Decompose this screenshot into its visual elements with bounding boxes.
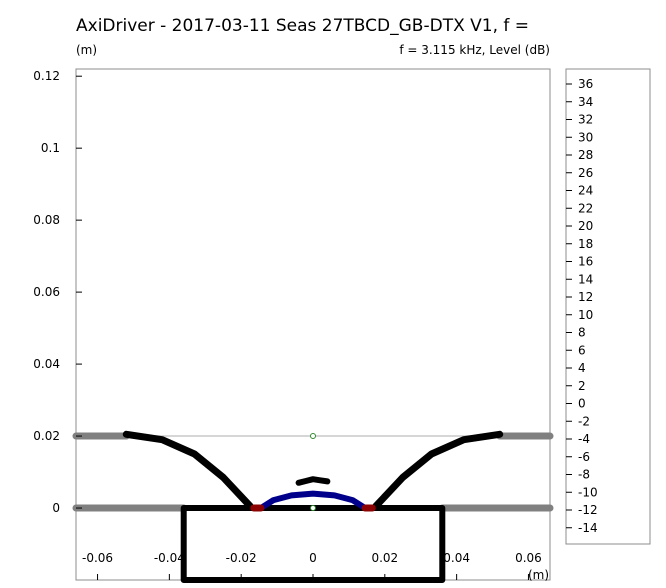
x-tick-label-2: -0.02 <box>226 551 257 565</box>
colorbar-frame <box>565 68 651 545</box>
colorbar-tick-label-6: 24 <box>578 184 593 198</box>
x-tick-label-3: 0 <box>309 551 317 565</box>
colorbar-tick-label-18: 0 <box>578 397 586 411</box>
colorbar-ticks: 363432302826242220181614121086420-2-4-6-… <box>566 77 598 535</box>
colorbar-tick-label-21: -6 <box>578 450 590 464</box>
colorbar-tick-label-23: -10 <box>578 485 598 499</box>
colorbar-tick-label-14: 8 <box>578 326 586 340</box>
waveguide-right <box>372 430 504 510</box>
axis-marker-0 <box>310 433 316 440</box>
colorbar-tick-label-19: -2 <box>578 414 590 428</box>
colorbar-tick-label-22: -8 <box>578 468 590 482</box>
colorbar-tick-label-4: 28 <box>578 148 593 162</box>
x-tick-label-6: 0.06 <box>515 551 542 565</box>
y-tick-label-5: 0.1 <box>41 141 60 155</box>
y-axis: 0 0.02 0.04 0.06 0.08 0.1 0.12 <box>33 69 82 515</box>
chart-title: AxiDriver - 2017-03-11 Seas 27TBCD_GB-DT… <box>76 16 530 36</box>
colorbar-tick-label-25: -14 <box>578 521 598 535</box>
reference-lines <box>76 435 550 509</box>
colorbar-tick-label-1: 34 <box>578 95 593 109</box>
baffle-lines <box>72 432 554 512</box>
y-tick-label-4: 0.08 <box>33 213 60 227</box>
colorbar-tick-label-16: 4 <box>578 361 586 375</box>
colorbar-tick-label-7: 22 <box>578 201 593 215</box>
x-axis-unit: (m) <box>528 568 549 582</box>
x-tick-label-5: 0.04 <box>443 551 470 565</box>
enclosure-outline <box>180 505 446 583</box>
frequency-level-label: f = 3.115 kHz, Level (dB) <box>399 43 550 57</box>
colorbar-tick-label-24: -12 <box>578 503 598 517</box>
colorbar-tick-label-11: 14 <box>578 272 593 286</box>
y-tick-label-3: 0.06 <box>33 285 60 299</box>
axis-marker-1 <box>310 505 316 512</box>
x-tick-label-4: 0.02 <box>371 551 398 565</box>
colorbar-tick-label-0: 36 <box>578 77 593 91</box>
x-tick-label-0: -0.06 <box>82 551 113 565</box>
colorbar-tick-label-3: 30 <box>578 130 593 144</box>
x-axis: -0.06 -0.04 -0.02 0 0.02 0.04 0.06 <box>82 551 542 580</box>
phase-plug <box>295 476 331 486</box>
colorbar-tick-label-20: -4 <box>578 432 590 446</box>
colorbar-tick-label-13: 10 <box>578 308 593 322</box>
y-tick-label-1: 0.02 <box>33 429 60 443</box>
y-tick-label-6: 0.12 <box>33 69 60 83</box>
colorbar-tick-label-10: 16 <box>578 255 593 269</box>
colorbar-tick-label-9: 18 <box>578 237 593 251</box>
colorbar-tick-label-5: 26 <box>578 166 593 180</box>
diaphragm-dome <box>257 490 369 511</box>
y-axis-unit: (m) <box>76 43 98 57</box>
colorbar-tick-label-15: 6 <box>578 343 586 357</box>
driver-geometry <box>122 430 504 583</box>
colorbar-tick-label-8: 20 <box>578 219 593 233</box>
waveguide-left <box>122 430 254 510</box>
colorbar-tick-label-2: 32 <box>578 113 593 127</box>
plot-frame <box>75 68 551 581</box>
colorbar-tick-label-17: 2 <box>578 379 586 393</box>
y-tick-label-2: 0.04 <box>33 357 60 371</box>
colorbar-tick-label-12: 12 <box>578 290 593 304</box>
x-tick-label-1: -0.04 <box>154 551 185 565</box>
y-tick-label-0: 0 <box>52 501 60 515</box>
